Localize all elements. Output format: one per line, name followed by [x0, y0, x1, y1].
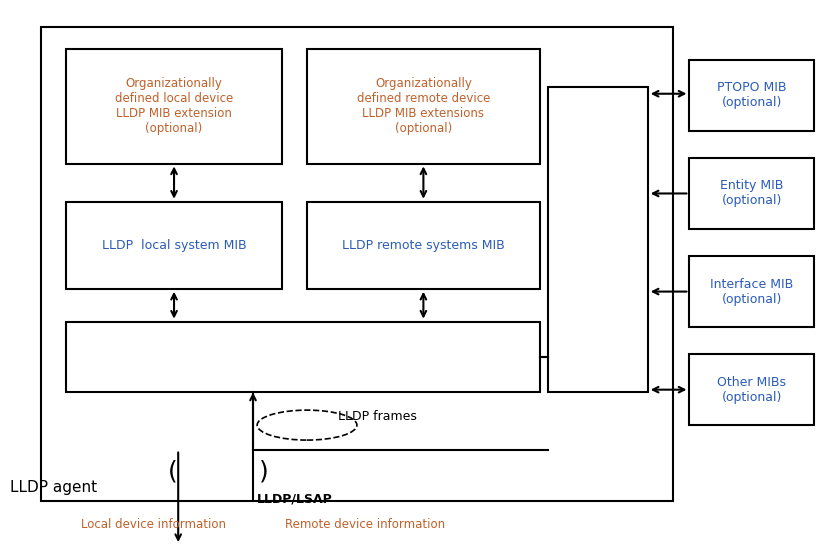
- Text: Other MIBs
(optional): Other MIBs (optional): [717, 376, 786, 404]
- FancyBboxPatch shape: [66, 202, 282, 289]
- FancyBboxPatch shape: [690, 158, 814, 229]
- Text: Organizationally
defined remote device
LLDP MIB extensions
(optional): Organizationally defined remote device L…: [357, 77, 490, 135]
- Text: Interface MIB
(optional): Interface MIB (optional): [710, 277, 794, 306]
- FancyBboxPatch shape: [307, 202, 539, 289]
- FancyBboxPatch shape: [41, 27, 673, 501]
- Text: ): ): [259, 459, 268, 483]
- Text: LLDP  local system MIB: LLDP local system MIB: [102, 239, 247, 252]
- Text: Organizationally
defined local device
LLDP MIB extension
(optional): Organizationally defined local device LL…: [115, 77, 233, 135]
- FancyBboxPatch shape: [690, 354, 814, 425]
- FancyBboxPatch shape: [548, 87, 648, 392]
- Text: LLDP agent: LLDP agent: [10, 480, 97, 495]
- FancyBboxPatch shape: [690, 256, 814, 327]
- FancyBboxPatch shape: [66, 49, 282, 164]
- Text: (: (: [168, 459, 177, 483]
- FancyBboxPatch shape: [690, 60, 814, 131]
- FancyBboxPatch shape: [66, 322, 539, 392]
- Text: LLDP remote systems MIB: LLDP remote systems MIB: [342, 239, 505, 252]
- Text: LLDP/LSAP: LLDP/LSAP: [257, 492, 332, 505]
- Ellipse shape: [258, 410, 357, 440]
- Text: Local device information: Local device information: [81, 518, 226, 531]
- Text: Remote device information: Remote device information: [285, 518, 446, 531]
- Text: LLDP frames: LLDP frames: [338, 410, 417, 423]
- FancyBboxPatch shape: [307, 49, 539, 164]
- Text: PTOPO MIB
(optional): PTOPO MIB (optional): [717, 81, 786, 110]
- Text: Entity MIB
(optional): Entity MIB (optional): [720, 179, 784, 208]
